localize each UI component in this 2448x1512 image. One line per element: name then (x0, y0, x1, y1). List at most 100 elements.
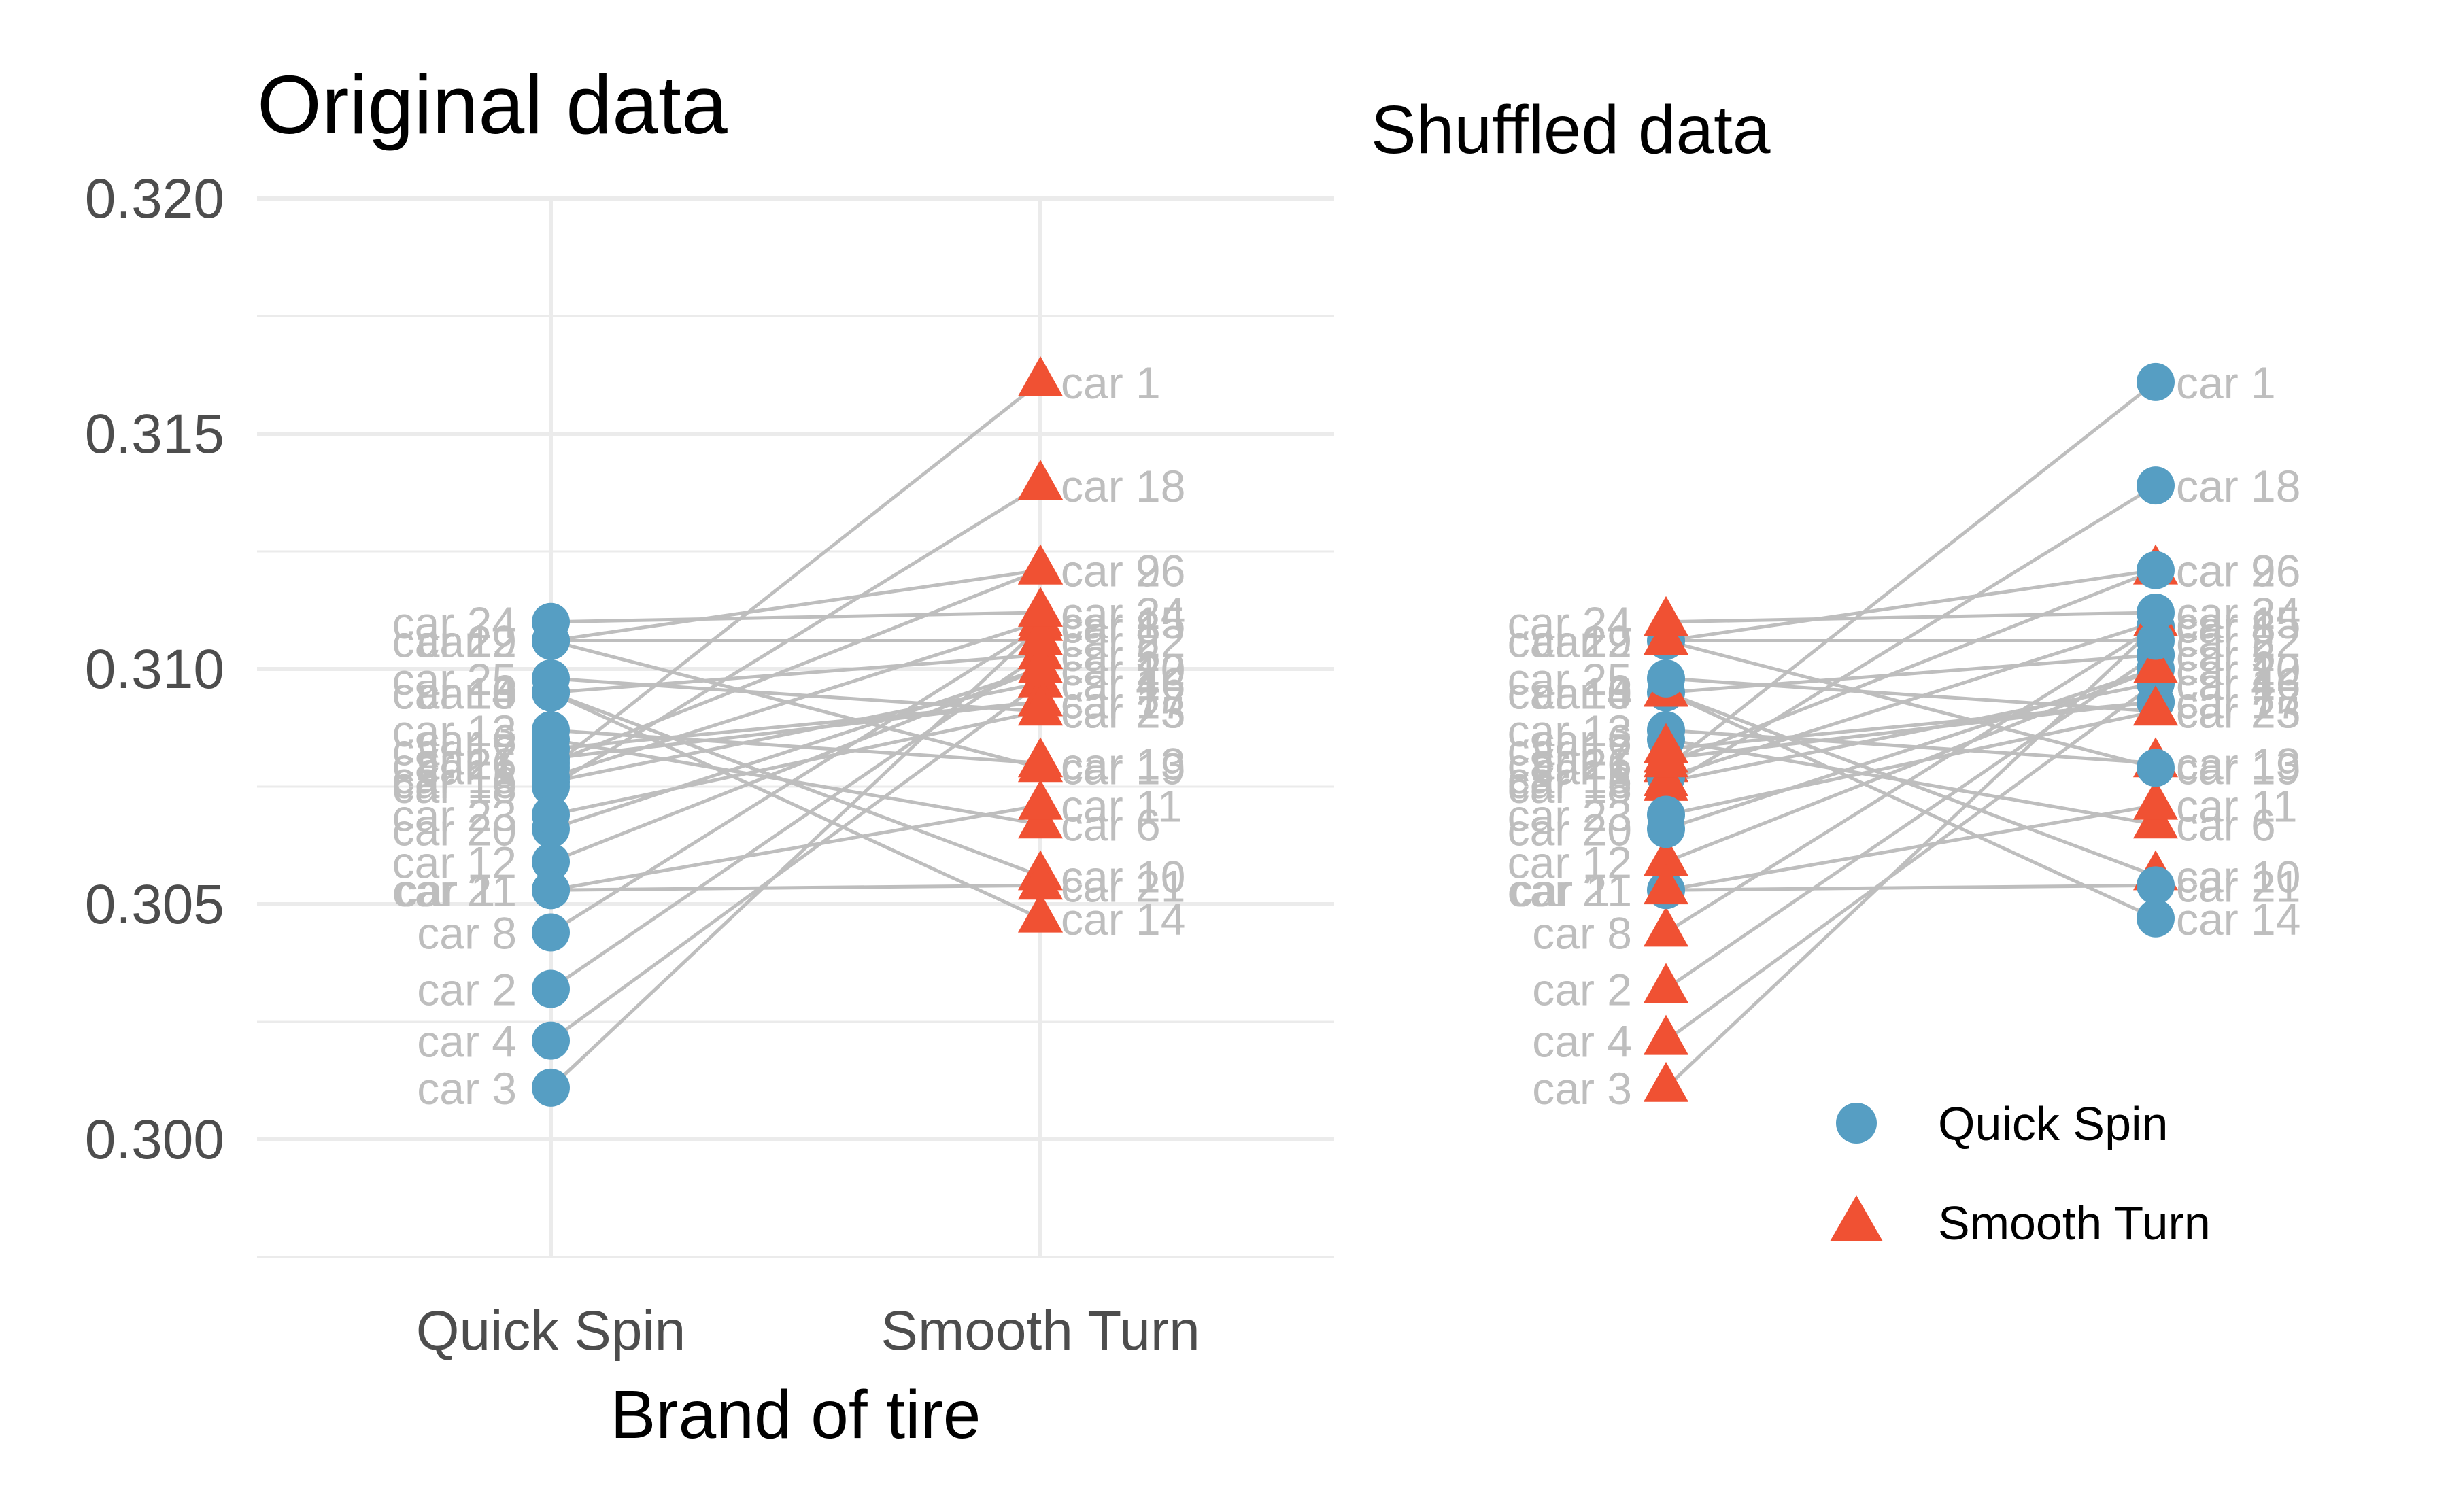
car-label: car 4 (417, 1016, 517, 1067)
point-quick-spin (1647, 795, 1685, 834)
car-label: car 1 (417, 743, 517, 793)
point-quick-spin (532, 969, 570, 1008)
pair-line (1665, 738, 2156, 826)
car-label: car 15 (1061, 598, 1185, 648)
car-label: car 16 (392, 757, 517, 808)
pair-line (1665, 709, 2156, 817)
point-quick-spin (2137, 621, 2175, 660)
car-label: car 4 (1532, 1016, 1632, 1067)
car-label: car 2 (417, 965, 517, 1015)
pair-line (549, 483, 1042, 789)
point-smooth-turn (1643, 761, 1689, 801)
car-label: car 18 (1061, 461, 1185, 511)
car-label: car 20 (2176, 645, 2300, 695)
car-label: car 24 (2176, 588, 2300, 638)
car-label: car 12 (392, 838, 517, 888)
pair-line (549, 625, 1042, 934)
car-label: car 20 (1508, 804, 1632, 855)
car-label: car 22 (1061, 616, 1185, 666)
car-label: car 1 (1532, 743, 1632, 793)
pair-line (1665, 667, 2156, 831)
pair-line (549, 380, 1042, 770)
car-label: car 6 (2176, 800, 2276, 850)
point-smooth-turn (1643, 1061, 1689, 1102)
point-quick-spin (2137, 551, 2175, 589)
point-quick-spin (532, 1021, 570, 1060)
car-label: car 26 (392, 738, 517, 789)
pair-line (550, 804, 1041, 892)
car-label: car 17 (1061, 677, 1185, 727)
pair-line (550, 709, 1041, 817)
point-smooth-turn (1017, 643, 1064, 683)
point-quick-spin (532, 871, 570, 910)
car-label: car 14 (1061, 894, 1185, 944)
pair-line (550, 738, 1041, 826)
car-label: car 1 (1061, 358, 1161, 408)
car-label: car 11 (1061, 781, 1183, 831)
pair-line (550, 653, 1041, 695)
car-label: car 17 (392, 725, 517, 775)
car-label: car 22 (2176, 616, 2300, 666)
point-quick-spin (2137, 466, 2175, 505)
car-label: car 3 (1061, 602, 1161, 653)
car-label: car 17 (2176, 677, 2300, 727)
pair-line (1665, 611, 2156, 624)
car-label: car 24 (1061, 588, 1185, 638)
car-label: car 6 (1061, 800, 1161, 850)
car-label: car 13 (392, 706, 517, 756)
car-label: car 26 (1061, 546, 1185, 596)
point-smooth-turn (1017, 779, 1064, 820)
shuffled-chart-title: Shuffled data (1371, 92, 1771, 168)
pair-line (1665, 653, 2156, 695)
car-label: car 21 (1061, 861, 1185, 911)
pair-line (1665, 483, 2157, 789)
point-quick-spin (2137, 749, 2175, 787)
car-label: car 12 (1508, 838, 1632, 888)
pair-line (1665, 681, 2157, 1042)
car-label: car 20 (392, 804, 517, 855)
point-quick-spin (2137, 593, 2175, 632)
car-label: car 18 (2176, 461, 2300, 511)
car-label: car 6 (417, 715, 517, 766)
car-label: car 2 (2176, 630, 2276, 681)
car-label: car 7 (417, 734, 517, 784)
point-smooth-turn (1643, 1014, 1689, 1055)
car-label: car 19 (1061, 743, 1185, 793)
legend-smooth-turn-label: Smooth Turn (1938, 1197, 2211, 1250)
car-label: car 14 (392, 668, 517, 719)
point-smooth-turn (1017, 892, 1064, 933)
car-label: car 23 (1508, 791, 1632, 841)
point-quick-spin (532, 1068, 570, 1107)
point-smooth-turn (1017, 615, 1064, 655)
car-label: car 21 (2176, 861, 2300, 911)
point-smooth-turn (2132, 643, 2179, 683)
car-label: car 22 (1508, 616, 1632, 666)
pair-line (1665, 700, 2156, 751)
pair-line (550, 639, 1041, 770)
point-quick-spin (532, 744, 570, 783)
x-tick-label-smooth-turn: Smooth Turn (881, 1300, 1200, 1362)
car-label: car 15 (2176, 598, 2300, 648)
car-label: car 25 (1061, 687, 1185, 737)
car-label: car 9 (2176, 546, 2276, 596)
car-label: car 16 (1061, 659, 1185, 709)
point-smooth-turn (1017, 460, 1064, 500)
point-smooth-turn (2132, 779, 2179, 820)
original-points (532, 356, 1064, 1107)
y-tick-label: 0.320 (85, 168, 224, 230)
pair-line (549, 681, 1042, 1042)
pair-line (1665, 625, 2157, 1089)
pair-line (550, 676, 1041, 713)
car-label: car 10 (2176, 851, 2300, 901)
pair-line (550, 691, 1041, 878)
car-label: car 15 (1508, 753, 1632, 803)
x-axis-title: Brand of tire (611, 1377, 981, 1453)
car-label: car 8 (2176, 602, 2276, 653)
car-label: car 9 (1532, 616, 1632, 666)
car-label: car 23 (2176, 687, 2300, 737)
point-quick-spin (2137, 362, 2175, 401)
pair-line (1665, 620, 2156, 779)
